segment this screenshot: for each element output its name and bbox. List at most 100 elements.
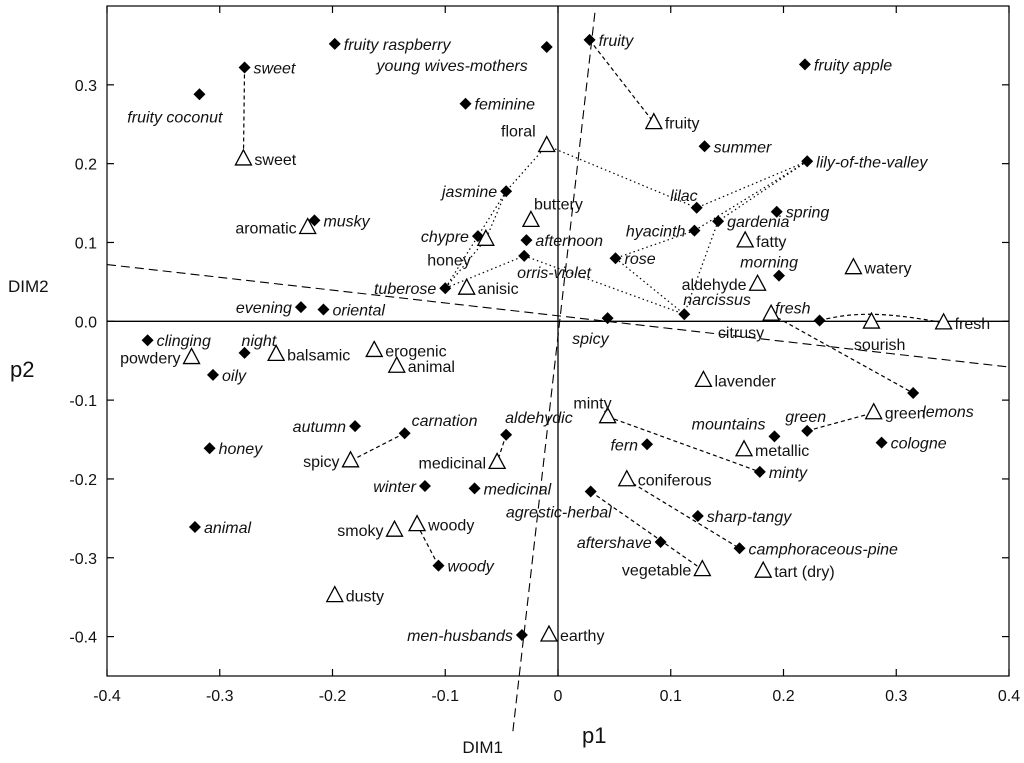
point-tuberose-diamond xyxy=(439,282,452,295)
label-green-triangle: green xyxy=(885,406,926,423)
connection-line xyxy=(607,416,761,473)
point-winter-diamond xyxy=(418,480,431,493)
point-balsamic-triangle xyxy=(267,344,286,362)
label-woody-diamond: woody xyxy=(447,559,494,576)
connection-line xyxy=(696,160,808,209)
label-animal-diamond: animal xyxy=(204,520,252,537)
point-dusty-triangle xyxy=(325,585,344,603)
point-orris-violet-diamond xyxy=(518,249,531,262)
label-lavender-triangle: lavender xyxy=(714,373,776,390)
y-tick-label: 0.0 xyxy=(75,314,97,331)
connection-line xyxy=(770,313,914,394)
label-animal-triangle: animal xyxy=(408,359,455,376)
point-rose-diamond xyxy=(609,252,622,265)
point-clinging-diamond xyxy=(141,334,154,347)
label-woody-triangle: woody xyxy=(427,518,474,535)
point-spicy-triangle xyxy=(341,450,360,468)
label-aromatic-triangle: aromatic xyxy=(235,220,296,237)
label-hyacinth-diamond: hyacinth xyxy=(626,224,686,241)
x-tick-label: -0.3 xyxy=(206,688,234,705)
connection-line xyxy=(416,524,440,566)
point-coniferous-triangle xyxy=(617,469,636,487)
label-minty-triangle: minty xyxy=(573,396,611,413)
x-tick-label: -0.1 xyxy=(431,688,459,705)
point-smoky-triangle xyxy=(385,519,404,537)
dim1-label: DIM1 xyxy=(462,738,503,757)
x-tick-label: 0.2 xyxy=(772,688,794,705)
label-buttery-triangle: buttery xyxy=(534,196,583,213)
point-fruity-diamond xyxy=(583,33,596,46)
point-mountains-diamond xyxy=(768,430,781,443)
connection-line xyxy=(546,144,697,209)
connection-line xyxy=(683,220,719,315)
x-axis-title: p1 xyxy=(582,723,606,748)
label-aftershave-diamond: aftershave xyxy=(577,535,652,552)
x-axis-title-text: p1 xyxy=(582,723,606,748)
label-men-husbands-diamond: men-husbands xyxy=(407,628,513,645)
connection-line xyxy=(590,491,703,571)
point-sharp-tangy-diamond xyxy=(691,509,704,522)
label-cologne-diamond: cologne xyxy=(891,436,947,453)
label-anisic-triangle: anisic xyxy=(478,281,519,298)
label-dusty-triangle: dusty xyxy=(346,589,384,606)
point-aftershave-diamond xyxy=(654,536,667,548)
point-honey-diamond xyxy=(203,442,216,455)
point-animal-diamond xyxy=(188,521,201,534)
data-points xyxy=(141,33,953,642)
x-tick-label: -0.2 xyxy=(319,688,347,705)
label-earthy-triangle: earthy xyxy=(560,628,604,645)
connection-line xyxy=(523,255,685,315)
point-jasmine-diamond xyxy=(500,185,513,198)
point-sourish-triangle xyxy=(862,311,881,329)
label-young-wives-mothers-diamond: young wives-mothers xyxy=(376,58,528,75)
label-narcissus-diamond: narcissus xyxy=(683,292,751,309)
point-fresh-diamond xyxy=(813,314,826,327)
label-summer-diamond: summer xyxy=(714,139,772,156)
dim1-line xyxy=(512,9,596,732)
y-tick-label: -0.2 xyxy=(69,472,97,489)
label-feminine-diamond: feminine xyxy=(475,97,536,114)
point-tart-dry-triangle xyxy=(754,560,773,578)
label-fern-diamond: fern xyxy=(610,437,638,454)
zero-axes xyxy=(107,6,1009,676)
point-minty-triangle xyxy=(598,406,617,424)
point-metallic-triangle xyxy=(734,439,754,457)
label-sharp-tangy-diamond: sharp-tangy xyxy=(707,509,792,526)
point-watery-triangle xyxy=(844,257,863,275)
label-metallic-triangle: metallic xyxy=(755,443,809,460)
point-lemons-diamond xyxy=(907,387,920,400)
connection-line xyxy=(819,313,944,324)
point-feminine-diamond xyxy=(459,97,472,110)
x-tick-label: 0.4 xyxy=(998,688,1020,705)
point-narcissus-diamond xyxy=(678,308,691,321)
point-evening-diamond xyxy=(294,301,307,314)
point-green-triangle xyxy=(864,402,883,420)
connection-line xyxy=(589,39,655,124)
label-honey-diamond: honey xyxy=(219,441,264,458)
point-earthy-triangle xyxy=(539,624,559,642)
point-floral-triangle xyxy=(537,135,556,153)
y-tick-label: 0.2 xyxy=(75,157,97,174)
y-tick-label: -0.3 xyxy=(69,551,97,568)
point-buttery-triangle xyxy=(521,210,541,228)
point-men-husbands-diamond xyxy=(515,629,528,642)
label-coniferous-triangle: coniferous xyxy=(638,473,712,490)
label-spring-diamond: spring xyxy=(786,205,830,222)
point-afternoon-diamond xyxy=(520,234,533,247)
label-sweet-triangle: sweet xyxy=(254,152,296,169)
dim2-line xyxy=(106,263,1010,368)
point-lavender-triangle xyxy=(694,370,713,388)
point-woody-diamond xyxy=(432,559,445,572)
label-camphoraceous-pine-diamond: camphoraceous-pine xyxy=(749,541,899,558)
label-chypre-diamond: chypre xyxy=(421,229,469,246)
label-lilac-diamond: lilac xyxy=(670,188,698,205)
point-camphoraceous-pine-diamond xyxy=(733,542,746,555)
label-jasmine-diamond: jasmine xyxy=(440,184,497,201)
connection-line xyxy=(444,238,487,289)
point-woody-triangle xyxy=(407,514,427,532)
label-autumn-diamond: autumn xyxy=(293,419,346,436)
connection-line xyxy=(807,412,874,432)
label-fresh-triangle: fresh xyxy=(955,316,991,333)
y-tick-label: -0.1 xyxy=(69,393,97,410)
